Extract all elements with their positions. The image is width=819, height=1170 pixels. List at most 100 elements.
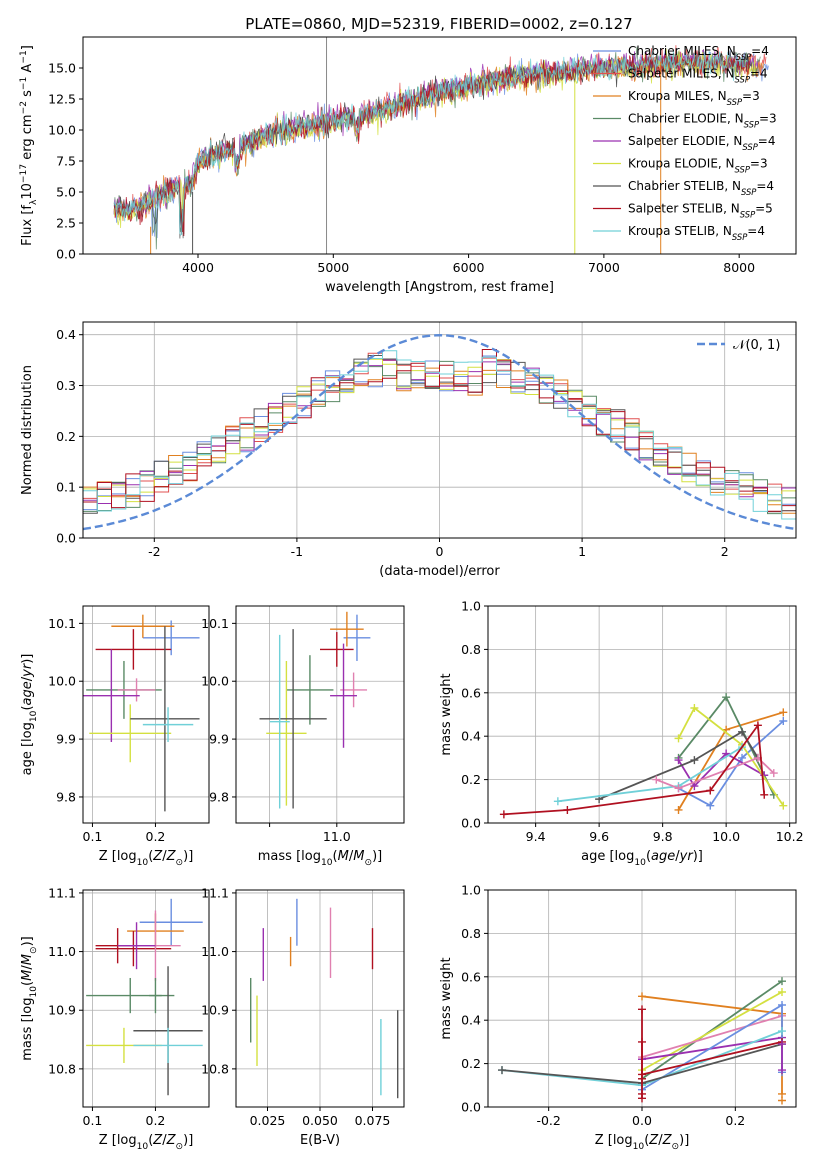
axes-frame [82,36,797,255]
series-line-4 [641,1036,783,1061]
series-marker [722,693,731,702]
y-axis-label: mass [log10(M/M⊙)] [20,936,39,1060]
errorbar-point [259,629,327,809]
chart-mass-weight-vs-Z: -0.2 0.0 0.2 0.0 0.2 0.4 0.6 0.8 1.0 Z [log10(Z/Z… [439,883,797,1152]
residual-histogram-8 [83,350,796,520]
y-tick-label: 9.9 [56,732,76,747]
y-tick-label: 10.1 [48,616,76,631]
y-tick-label: 0.2 [56,429,76,444]
x-tick-label: -0.2 [536,1113,560,1128]
y-tick-label: 11.1 [48,885,76,900]
chart-age-vs-Z: 0.1 0.2 9.8 9.9 10.0 10.1 Z [log10(Z/Z⊙)] age [… [20,605,210,868]
series-line-0 [641,995,783,1094]
series-marker [674,734,683,743]
chart-mass-vs-EBV: 0.025 0.050 0.075 10.8 10.9 11.0 11.1 E(B-V) [201,885,405,1148]
x-tick-label: 9.6 [589,829,609,844]
y-tick-label: 0.6 [461,969,481,984]
errorbar-point [343,614,371,661]
chart-residuals: -2 -1 0 1 2 0.0 0.1 0.2 0.3 0.4 (data-model)/error… [20,321,797,579]
errorbar-point [340,672,368,708]
series-marker [498,1066,506,1075]
errorbar-point [117,922,156,970]
legend-entry: Kroupa MILES, NSSP=3 [628,89,760,107]
errorbar-point [130,626,200,812]
y-tick-label: 0.4 [56,327,76,342]
y-tick-label: 10.0 [201,674,229,689]
errorbar-point [139,898,203,946]
x-tick-label: 10.2 [776,829,804,844]
x-axis-label: Z [log10(Z/Z⊙)] [99,849,194,868]
y-tick-label: 0.0 [461,816,481,831]
series-line-3 [677,752,765,788]
series-marker [753,721,762,730]
x-tick-label: 8000 [723,260,755,275]
x-tick-label: 2 [721,544,729,559]
y-tick-label: 9.8 [56,789,76,804]
y-tick-label: 5.0 [56,185,76,200]
plot-area [83,614,200,812]
errorbar-point [330,643,357,748]
legend-entry: Salpeter ELODIE, NSSP=4 [628,134,776,152]
y-tick-label: 10.1 [201,616,229,631]
series-marker [674,756,683,765]
errorbar-point [95,629,172,670]
plot-area [259,611,371,809]
x-tick-label: 7000 [588,260,620,275]
y-tick-label: 10.9 [48,1003,76,1018]
x-tick-label: 10.0 [712,829,740,844]
legend-entry: Chabrier STELIB, NSSP=4 [628,179,774,197]
y-tick-label: 0.0 [56,531,76,546]
errorbar-point [95,931,172,967]
x-tick-label: 0.1 [83,1113,103,1128]
series-marker [779,717,788,726]
series-line-7 [655,756,775,790]
series-marker [674,805,683,814]
errorbar-point [111,614,175,638]
residual-histogram-7 [83,349,796,512]
plot-area [83,333,796,531]
chart-spectrum: 4000 5000 6000 7000 8000 0.0 2.5 5.0 7.5 10.0 12.5… [19,36,797,295]
chart-age-vs-mass: 11.0 9.8 9.9 10.0 10.1 mass [log10(M/M⊙)] [201,605,405,868]
y-tick-label: 0.8 [461,926,481,941]
series-marker [778,987,786,996]
series-marker [652,775,661,784]
series-marker [778,1096,786,1105]
series-marker [690,782,699,791]
series-marker [674,784,683,793]
series-line-5 [598,730,759,800]
chart-mass-weight-vs-age: 9.4 9.6 9.8 10.0 10.2 0.0 0.2 0.4 0.6 0.8 1.0 age [… [439,599,804,869]
plot-area [499,693,788,819]
x-tick-label: 0.025 [250,1113,286,1128]
series-marker [778,1027,786,1036]
y-tick-label: 9.8 [209,789,229,804]
series-marker [499,810,508,819]
y-tick-label: 9.9 [209,732,229,747]
x-axis-label: E(B-V) [300,1133,340,1148]
y-tick-label: 2.5 [56,216,76,231]
legend-entry: Salpeter MILES, NSSP=4 [628,67,768,85]
series-marker [760,790,769,799]
axes-frame [487,605,797,824]
x-axis-label: (data-model)/error [379,564,500,579]
axes-frame [235,605,405,824]
x-tick-label: 5000 [317,260,349,275]
x-tick-label: 0.0 [632,1113,652,1128]
y-axis-label: Flux [fλ10−17 erg cm−2 s−1 A−1] [19,45,39,246]
axes-frame [82,605,210,824]
errorbar-point [320,632,354,667]
x-tick-label: 9.8 [653,829,673,844]
series-marker [769,769,778,778]
series-line-2 [641,991,783,1071]
errorbar-point [133,1027,203,1064]
errorbar-point [83,649,140,742]
x-tick-label: 0.050 [302,1113,338,1128]
x-tick-label: 0.1 [83,829,103,844]
series-marker [690,703,699,712]
series-marker [553,797,562,806]
errorbar-point [149,977,162,1014]
legend: 𝒩(0, 1) [697,338,780,353]
series-marker [738,753,747,762]
y-tick-label: 0.6 [461,685,481,700]
y-tick-label: 10.0 [48,674,76,689]
legend-entry: Kroupa STELIB, NSSP=4 [628,224,765,242]
